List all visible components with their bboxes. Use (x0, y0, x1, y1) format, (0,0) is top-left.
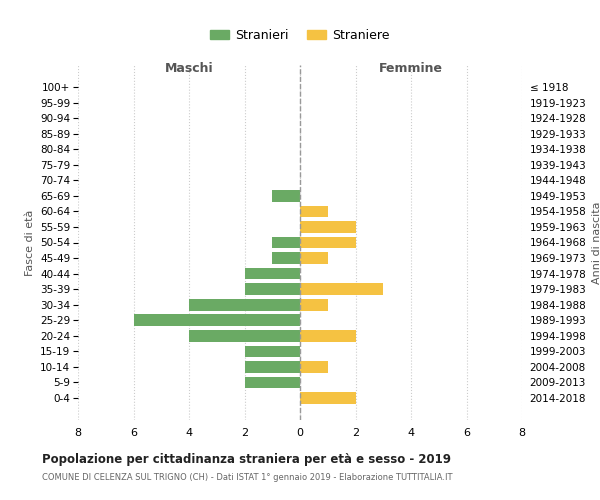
Bar (245, 361, 300, 373)
Bar (272, 190, 300, 202)
Bar (300, 236, 355, 248)
Legend: Stranieri, Straniere: Stranieri, Straniere (210, 28, 390, 42)
Bar (300, 206, 328, 217)
Bar (245, 376, 300, 388)
Bar (272, 236, 300, 248)
Bar (245, 346, 300, 357)
Bar (245, 268, 300, 280)
Text: COMUNE DI CELENZA SUL TRIGNO (CH) - Dati ISTAT 1° gennaio 2019 - Elaborazione TU: COMUNE DI CELENZA SUL TRIGNO (CH) - Dati… (42, 472, 452, 482)
Bar (300, 252, 328, 264)
Bar (300, 299, 328, 310)
Bar (300, 284, 383, 295)
Bar (245, 284, 300, 295)
Bar (300, 221, 355, 233)
Y-axis label: Fasce di età: Fasce di età (25, 210, 35, 276)
Bar (300, 330, 355, 342)
Text: Maschi: Maschi (164, 62, 214, 74)
Bar (133, 314, 300, 326)
Text: Femmine: Femmine (379, 62, 443, 74)
Bar (300, 361, 328, 373)
Y-axis label: Anni di nascita: Anni di nascita (593, 201, 600, 284)
Text: Popolazione per cittadinanza straniera per età e sesso - 2019: Popolazione per cittadinanza straniera p… (42, 452, 451, 466)
Bar (300, 392, 355, 404)
Bar (189, 299, 300, 310)
Bar (272, 252, 300, 264)
Bar (189, 330, 300, 342)
